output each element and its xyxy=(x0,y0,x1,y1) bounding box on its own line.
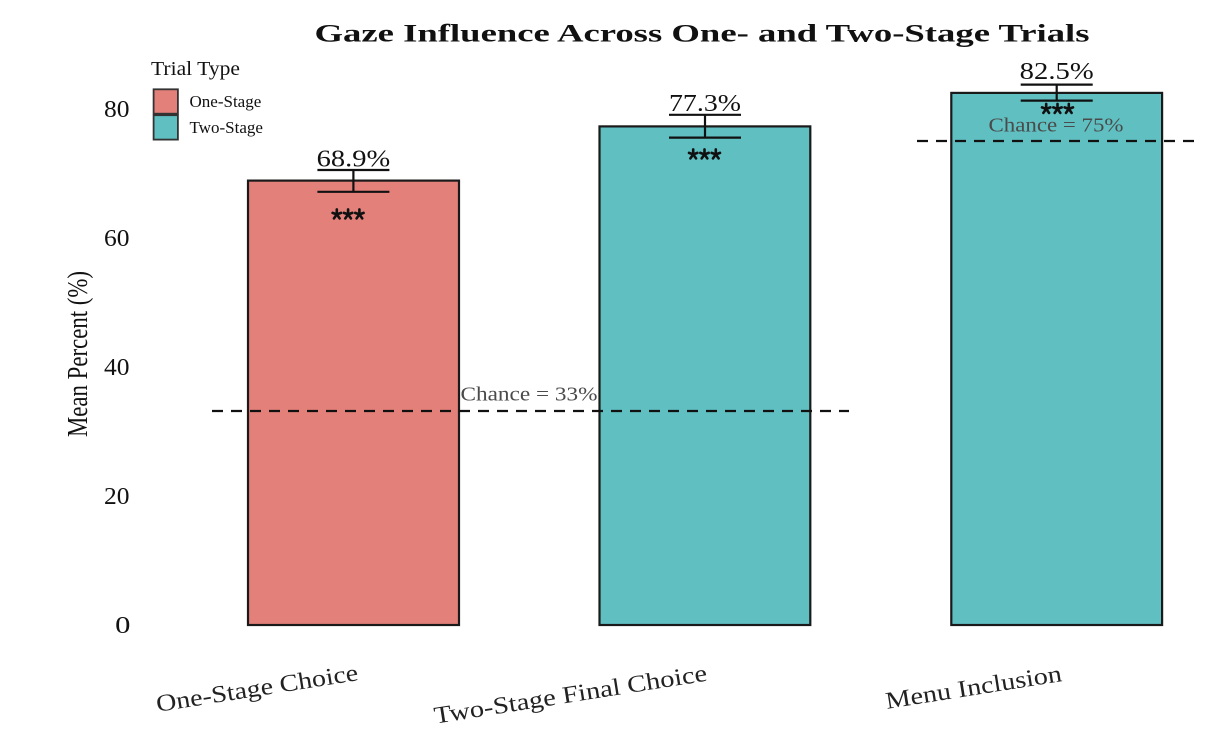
svg-text:One-Stage: One-Stage xyxy=(190,92,262,111)
svg-text:68.9%: 68.9% xyxy=(317,147,391,173)
svg-text:82.5%: 82.5% xyxy=(1020,59,1094,85)
svg-text:20: 20 xyxy=(104,484,130,510)
svg-text:Gaze Influence Across One- and: Gaze Influence Across One- and Two-Stage… xyxy=(315,21,1090,48)
svg-text:Trial Type: Trial Type xyxy=(151,58,240,80)
svg-text:Two-Stage: Two-Stage xyxy=(190,118,263,137)
svg-text:80: 80 xyxy=(104,97,130,123)
svg-text:0: 0 xyxy=(115,613,130,639)
svg-text:Chance = 75%: Chance = 75% xyxy=(989,115,1124,137)
svg-text:60: 60 xyxy=(104,226,130,252)
svg-text:40: 40 xyxy=(104,355,130,381)
svg-text:Mean Percent (%): Mean Percent (%) xyxy=(63,271,94,437)
svg-text:77.3%: 77.3% xyxy=(669,91,741,117)
svg-text:Chance = 33%: Chance = 33% xyxy=(461,384,598,406)
